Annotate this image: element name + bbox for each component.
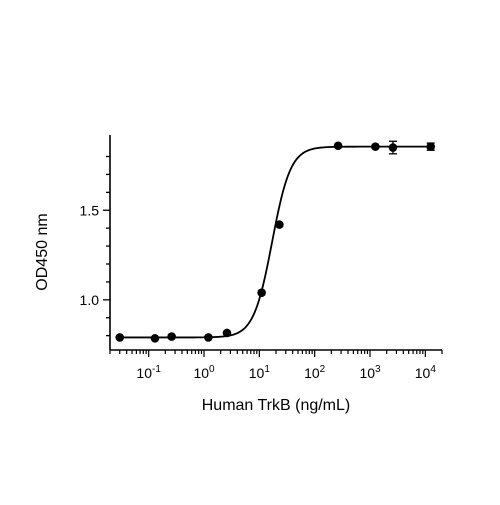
- x-tick-label: 100: [193, 364, 215, 381]
- fit-curve-layer: [118, 145, 433, 339]
- data-point: [257, 288, 266, 297]
- x-tick-label: 103: [359, 364, 381, 381]
- data-point: [204, 333, 213, 342]
- data-point: [167, 332, 176, 341]
- x-tick-label: 10-1: [136, 364, 161, 381]
- data-point: [150, 334, 160, 343]
- x-tick-label: 104: [415, 364, 437, 381]
- data-point: [388, 143, 398, 152]
- x-tick-label: 102: [304, 364, 326, 381]
- x-tick-label: 101: [249, 364, 271, 381]
- data-point: [333, 141, 343, 151]
- data-point: [222, 328, 232, 338]
- x-axis-title: Human TrkB (ng/mL): [202, 397, 350, 414]
- data-points-layer: [115, 140, 436, 343]
- data-point: [115, 333, 125, 342]
- y-tick-label: 1.0: [80, 292, 100, 308]
- fit-curve: [118, 145, 433, 339]
- y-axis-title: OD450 nm: [34, 213, 51, 290]
- data-point: [426, 142, 436, 151]
- data-point: [371, 142, 380, 151]
- data-point: [275, 220, 284, 229]
- y-tick-label: 1.5: [80, 202, 100, 218]
- axes: 1.0 1.5 10-1 100 101 102 103 104: [80, 135, 443, 381]
